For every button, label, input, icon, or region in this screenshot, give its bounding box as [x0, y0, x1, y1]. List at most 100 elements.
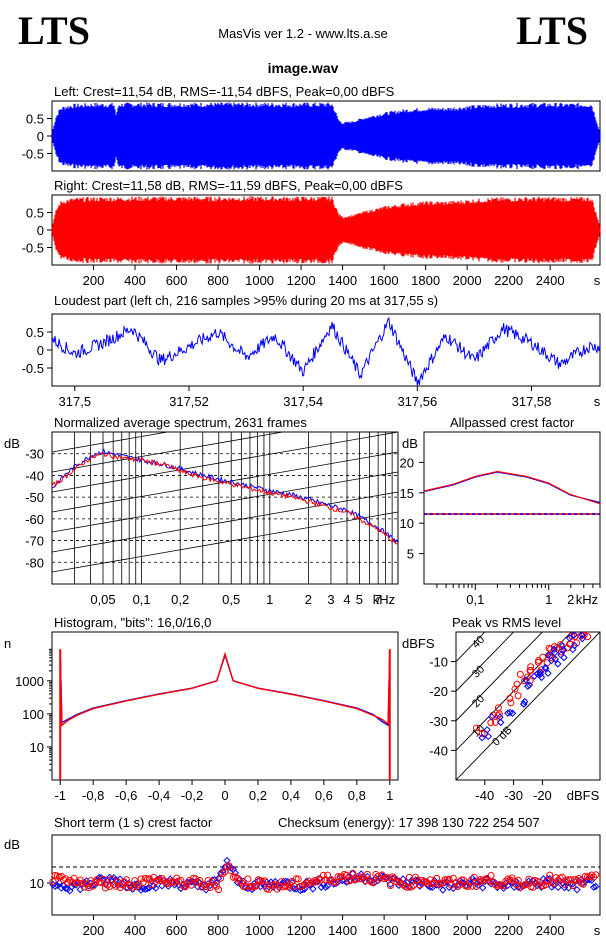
shortterm-point-1-233 [537, 882, 545, 890]
wave-xtick-label-2: 600 [166, 273, 188, 288]
shortterm-point-1-256 [586, 873, 594, 881]
shortterm-point-1-14 [78, 879, 86, 887]
loudest-xtick-label-2: 317,54 [283, 394, 323, 409]
shortterm-point-1-49 [152, 878, 160, 886]
wave-xtick-label-5: 1200 [287, 273, 316, 288]
shortterm-point-0-175 [416, 882, 424, 890]
shortterm-xtick-label-7: 1600 [370, 923, 399, 938]
shortterm-point-1-143 [349, 869, 357, 877]
shortterm-point-0-205 [478, 884, 487, 892]
spectrum-xtick-label-6: 3 [327, 592, 334, 607]
peakrms-point-0-9-2 [548, 654, 556, 662]
histogram-xtick-label-10: 1 [386, 788, 393, 803]
peakrms-point-0-2-1 [495, 710, 503, 718]
spectrum-grid [52, 432, 398, 584]
histogram-y-unit: n [4, 636, 11, 651]
wave-xtick-label-11: 2400 [536, 273, 565, 288]
shortterm-point-1-38 [129, 883, 137, 891]
shortterm-point-1-202 [472, 882, 480, 890]
shortterm-point-1-155 [374, 872, 382, 880]
shortterm-point-1-229 [529, 883, 537, 891]
shortterm-xtick-label-4: 1000 [245, 923, 274, 938]
allpass-title: Allpassed crest factor [450, 415, 575, 430]
shortterm-xtick-label-3: 800 [207, 923, 229, 938]
peakrms-point-1-6-2 [533, 669, 541, 678]
shortterm-point-1-46 [145, 875, 153, 883]
shortterm-point-1-201 [470, 873, 478, 881]
shortterm-point-0-52 [158, 882, 166, 890]
shortterm-point-1-187 [441, 876, 449, 884]
spectrum-slope-15 [52, 511, 398, 573]
shortterm-point-0-130 [321, 883, 330, 891]
shortterm-point-1-103 [265, 885, 273, 893]
allpass-xtick-label-1: 1 [545, 592, 552, 607]
shortterm-point-1-133 [328, 876, 336, 884]
shortterm-point-0-233 [537, 883, 546, 891]
histogram-series-1 [59, 649, 391, 727]
shortterm-point-0-195 [458, 878, 466, 887]
shortterm-point-1-97 [252, 882, 260, 890]
histogram-xtick-label-5: 0 [221, 788, 228, 803]
shortterm-point-1-72 [200, 881, 208, 889]
shortterm-point-1-66 [187, 881, 195, 889]
spectrum-xtick-label-0: 0,05 [90, 592, 115, 607]
shortterm-point-0-45 [143, 884, 152, 893]
shortterm-point-1-117 [294, 875, 302, 883]
shortterm-point-1-257 [588, 871, 596, 879]
shortterm-point-1-8 [66, 876, 74, 884]
loudest-xtick-label-1: 317,52 [169, 394, 209, 409]
shortterm-xtick-label-2: 600 [166, 923, 188, 938]
shortterm-checksum: Checksum (energy): 17 398 130 722 254 50… [278, 815, 540, 830]
peakrms-point-0-15-2 [579, 632, 587, 639]
spectrum-slope-11 [52, 432, 398, 493]
peakrms-xtick-label-2: -20 [533, 788, 552, 803]
shortterm-point-1-147 [357, 875, 365, 883]
shortterm-point-0-258 [590, 883, 598, 891]
peakrms-point-1-9-2 [550, 648, 559, 657]
peakrms-diag-label-2: 20 [470, 693, 487, 710]
shortterm-point-1-134 [330, 878, 338, 886]
shortterm-point-1-40 [133, 883, 141, 891]
peakrms-point-1-6-1 [537, 673, 546, 682]
shortterm-point-1-52 [158, 874, 166, 882]
peakrms-point-1-1-1 [496, 713, 504, 721]
lts-logo-right: LTS [516, 8, 588, 53]
shortterm-point-0-49 [152, 884, 160, 892]
peakrms-point-1-5-2 [536, 670, 544, 679]
shortterm-point-0-186 [439, 886, 447, 894]
peakrms-point-1-0-2 [484, 732, 493, 741]
shortterm-point-0-170 [405, 883, 414, 891]
shortterm-point-1-193 [454, 883, 462, 891]
shortterm-point-1-54 [162, 880, 170, 888]
shortterm-point-0-13 [76, 885, 84, 894]
spectrum-xtick-label-7: 4 [343, 592, 350, 607]
peakrms-crest-line-2 [456, 632, 544, 722]
shortterm-point-0-51 [156, 874, 164, 883]
allpass-ytick-label-2: 10 [400, 516, 414, 531]
shortterm-point-1-124 [309, 878, 317, 886]
shortterm-point-1-0 [49, 878, 57, 886]
peakrms-diag-label-1: 30 [470, 663, 487, 680]
lts-logo-left: LTS [18, 8, 90, 53]
shortterm-point-0-211 [491, 879, 499, 887]
allpass-xtick-label-2: 2 [567, 592, 574, 607]
shortterm-point-1-185 [437, 879, 445, 887]
shortterm-point-1-165 [395, 877, 403, 885]
peakrms-point-1-10-0 [557, 651, 565, 659]
peakrms-x-unit: dBFS [567, 788, 600, 803]
shortterm-ytick-label-0: 10 [30, 876, 44, 891]
shortterm-point-1-192 [451, 879, 459, 887]
shortterm-point-0-165 [395, 881, 403, 890]
shortterm-point-1-171 [407, 883, 415, 891]
peakrms-ytick-label-2: -30 [429, 714, 448, 729]
peakrms-point-1-8-1 [551, 655, 560, 663]
shortterm-point-1-129 [319, 871, 327, 879]
file-name: image.wav [267, 60, 339, 76]
shortterm-point-1-34 [120, 878, 128, 886]
wave-left-title: Left: Crest=11,54 dB, RMS=-11,54 dBFS, P… [54, 84, 395, 99]
shortterm-point-1-77 [210, 881, 218, 889]
shortterm-point-1-161 [386, 882, 394, 890]
shortterm-point-0-191 [449, 884, 458, 893]
shortterm-point-1-76 [208, 877, 216, 885]
